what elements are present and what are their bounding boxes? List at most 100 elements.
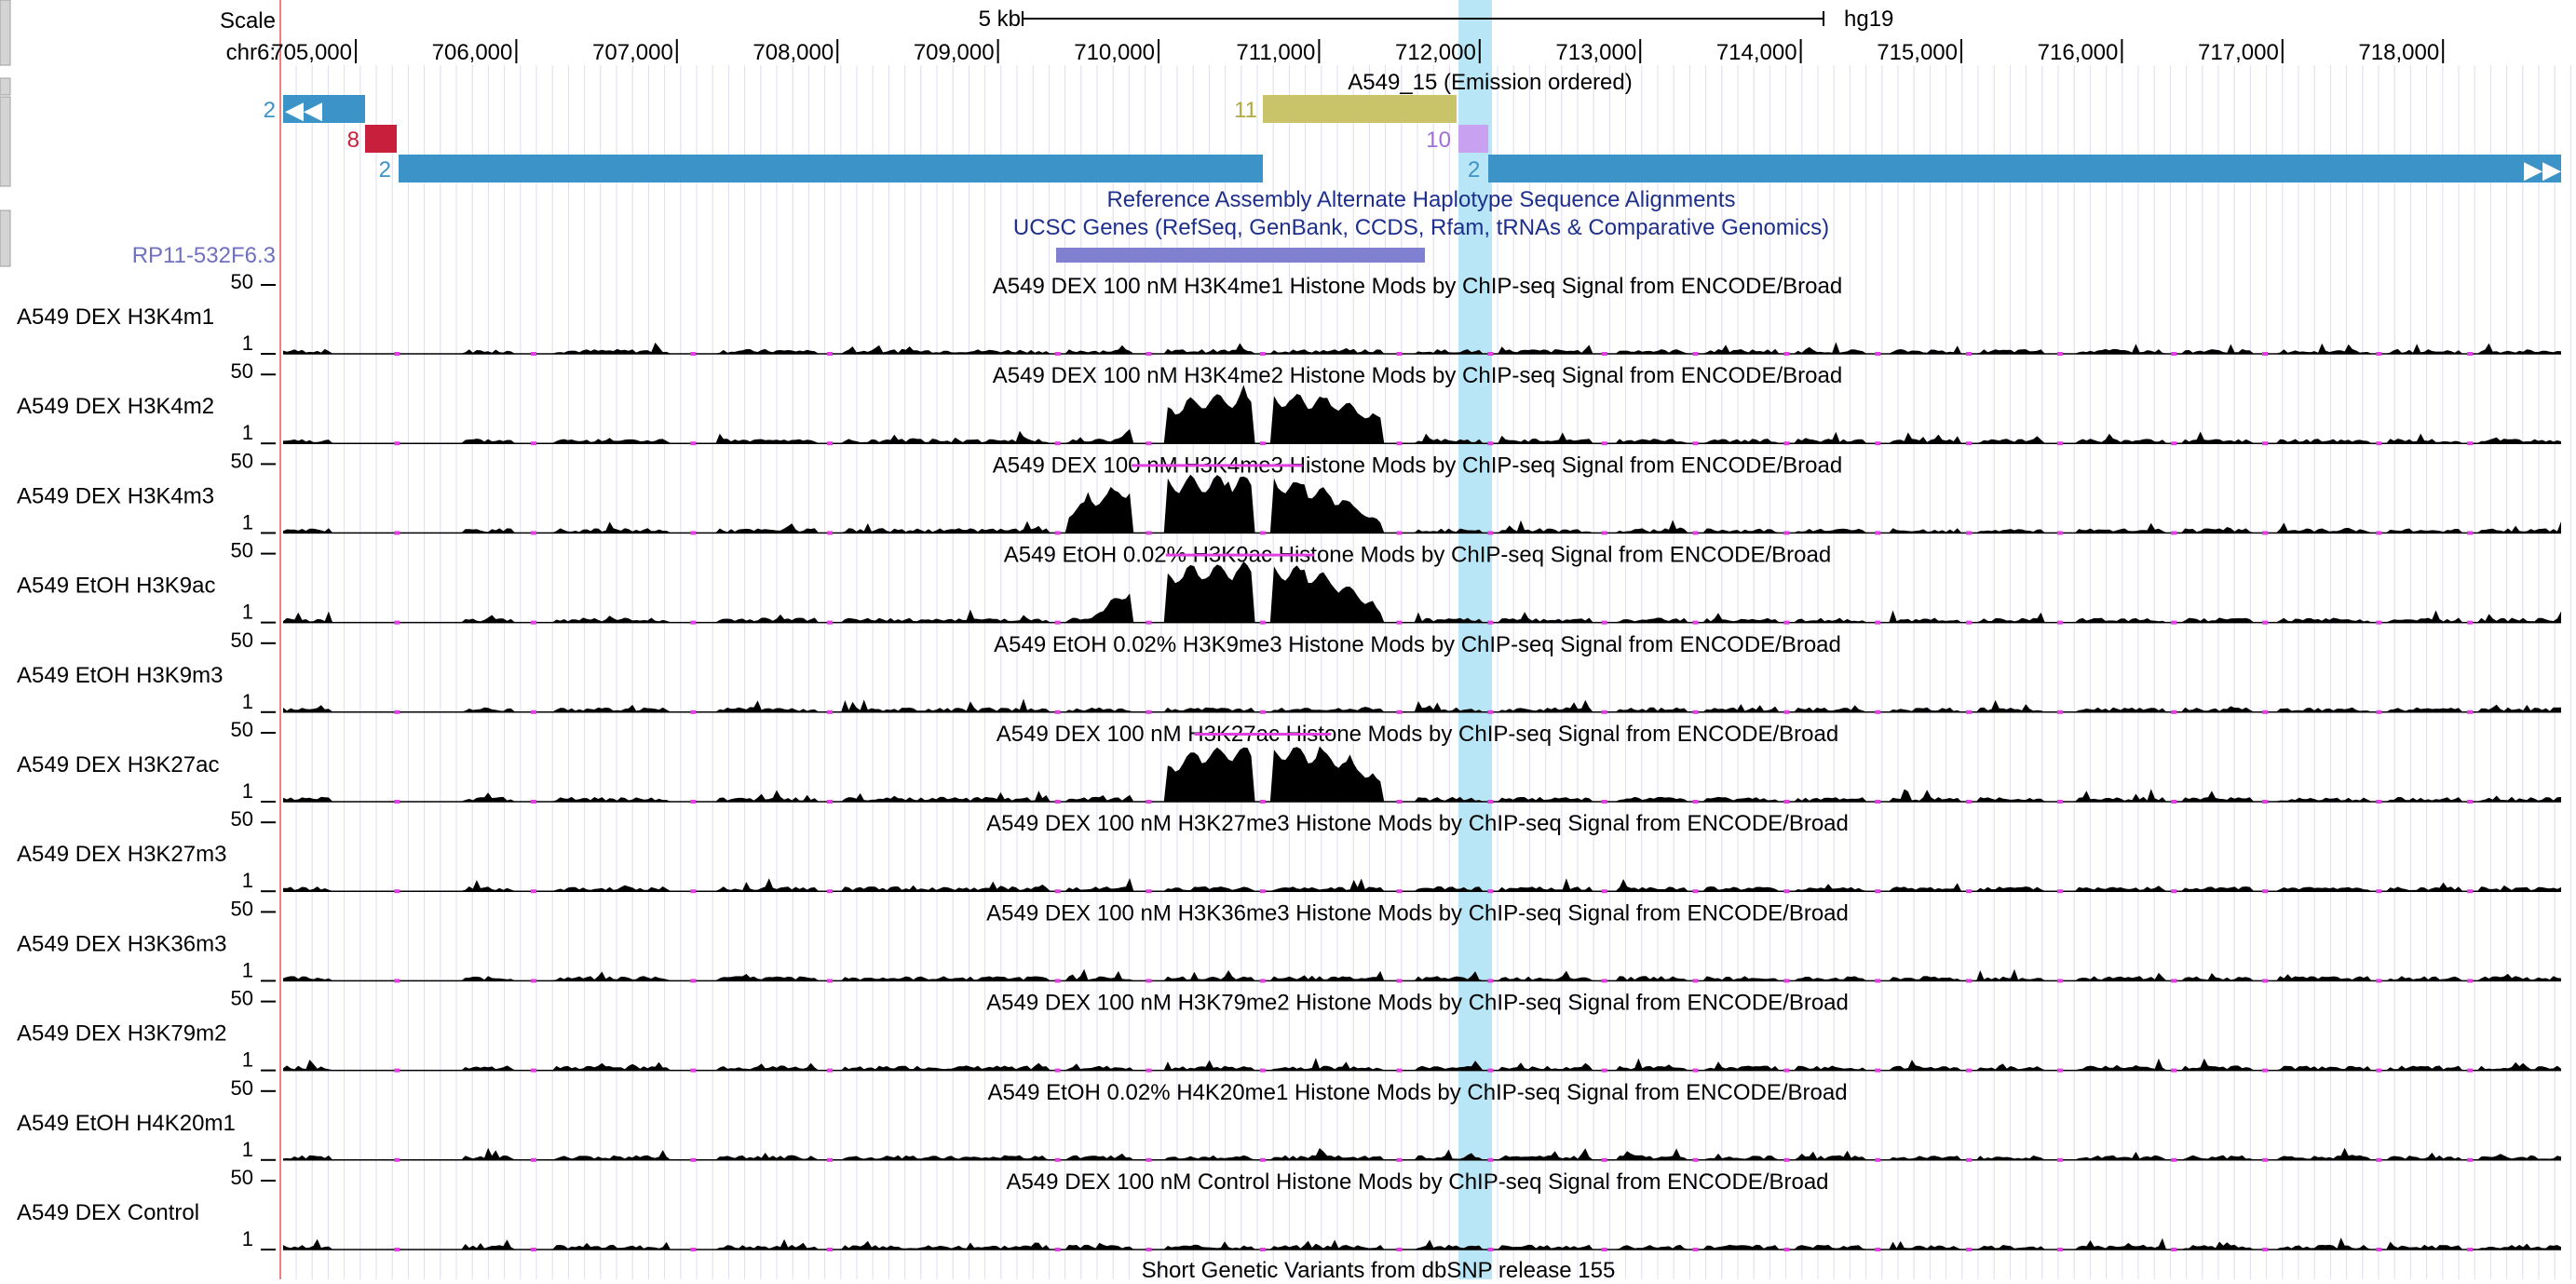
signal-gap-marker [827,1248,834,1251]
side-button-chromhmm[interactable] [0,77,11,96]
signal-gap-marker [1054,620,1061,625]
signal-gap-marker [1783,800,1790,804]
signal-gap-marker [827,800,834,804]
signal-gap-marker [1396,1248,1403,1251]
signal-gap-marker [2262,1248,2269,1251]
signal-gap-marker [2056,352,2063,356]
signal-track: A549 DEX 100 nM H3K79me2 Histone Mods by… [17,987,2561,1073]
signal-gap-marker [394,441,400,446]
signal-gap-marker [2376,1248,2382,1251]
signal-area [283,342,2561,354]
signal-track-label[interactable]: A549 DEX H3K27ac [17,752,219,777]
alt-haplotype-label-right: 2 [1468,157,1480,182]
side-button-alt-haplotype[interactable] [0,96,11,187]
signal-gap-marker [1396,531,1403,535]
signal-track-label[interactable]: A549 DEX H3K4m1 [17,304,214,330]
signal-track-min: 1 [242,331,253,355]
signal-gap-marker [1783,620,1790,625]
signal-gap-marker [1396,1157,1403,1162]
signal-gap-marker [1146,800,1152,804]
side-button-ruler[interactable] [0,0,11,66]
chromhmm-state-11-block[interactable] [1263,95,1457,123]
signal-track-label[interactable]: A549 DEX H3K4m2 [17,394,214,419]
signal-tracks: A549 DEX 100 nM H3K4me1 Histone Mods by … [17,270,2561,1251]
signal-gap-marker [2467,1068,2474,1073]
signal-track-title: A549 DEX 100 nM H3K4me2 Histone Mods by … [993,363,1842,388]
gene-block[interactable] [1056,248,1425,263]
signal-track-label[interactable]: A549 DEX H3K79m2 [17,1021,226,1047]
signal-gap-marker [2467,1157,2474,1162]
signal-gap-marker [394,1248,400,1251]
signal-gap-marker [2376,710,2382,714]
signal-track-max: 50 [231,539,253,562]
signal-track-label[interactable]: A549 DEX Control [17,1200,199,1225]
signal-gap-marker [1487,352,1494,356]
signal-gap-marker [2467,710,2474,714]
signal-track-label[interactable]: A549 DEX H3K27m3 [17,842,226,867]
signal-gap-marker [1601,710,1607,714]
signal-track-label[interactable]: A549 EtOH H3K9m3 [17,663,223,688]
signal-clip-marker [1194,733,1332,736]
signal-track-max: 50 [231,1166,253,1189]
signal-gap-marker [531,1068,537,1073]
signal-gap-marker [2171,1248,2177,1251]
signal-gap-marker [2056,441,2063,446]
signal-gap-marker [2171,352,2177,356]
signal-gap-marker [1054,979,1061,983]
signal-gap-marker [1487,1068,1494,1073]
signal-area [283,746,2561,802]
signal-gap-marker [690,352,697,356]
signal-gap-marker [2467,352,2474,356]
signal-gap-marker [1966,441,1973,446]
signal-track-label[interactable]: A549 DEX H3K36m3 [17,931,226,956]
signal-area [283,968,2561,981]
signal-gap-marker [531,1248,537,1251]
ruler-position-label: 716,000 [2038,40,2119,65]
signal-gap-marker [1601,531,1607,535]
signal-gap-marker [1692,1248,1699,1251]
signal-gap-marker [1601,441,1607,446]
alt-haplotype-block-right[interactable] [1488,155,2561,182]
signal-gap-marker [690,1068,697,1073]
signal-gap-marker [1146,1157,1152,1162]
signal-track: A549 DEX 100 nM H3K27me3 Histone Mods by… [17,807,2561,894]
signal-gap-marker [1054,531,1061,535]
signal-track-min: 1 [242,601,253,624]
signal-gap-marker [827,1157,834,1162]
signal-track-title: A549 EtOH 0.02% H3K9me3 Histone Mods by … [994,632,1841,657]
signal-gap-marker [2171,979,2177,983]
alt-haplotype-block-left[interactable] [283,95,365,123]
signal-gap-marker [2056,889,2063,894]
signal-gap-marker [1875,1068,1881,1073]
signal-gap-marker [1146,889,1152,894]
signal-gap-marker [1875,979,1881,983]
gene-name-label[interactable]: RP11-532F6.3 [132,243,276,268]
signal-track-label[interactable]: A549 EtOH H4K20m1 [17,1111,236,1136]
signal-gap-marker [2056,979,2063,983]
signal-gap-marker [1487,441,1494,446]
signal-gap-marker [531,1157,537,1162]
chromhmm-title: A549_15 (Emission ordered) [1348,70,1633,95]
signal-gap-marker [1054,1157,1061,1162]
signal-track-max: 50 [231,987,253,1010]
alt-haplotype-block-middle[interactable] [399,155,1263,182]
signal-track-label[interactable]: A549 DEX H3K4m3 [17,483,214,508]
signal-gap-marker [2376,352,2382,356]
signal-gap-marker [2262,441,2269,446]
signal-gap-marker [2262,889,2269,894]
signal-gap-marker [1692,979,1699,983]
signal-track-label[interactable]: A549 EtOH H3K9ac [17,574,215,599]
chromhmm-state-10-block[interactable] [1458,125,1488,153]
signal-gap-marker [394,979,400,983]
signal-gap-marker [1146,441,1152,446]
signal-track-title: A549 DEX 100 nM H3K27ac Histone Mods by … [997,722,1838,747]
side-button-ucsc-genes[interactable] [0,209,11,267]
signal-gap-marker [827,710,834,714]
signal-gap-marker [690,889,697,894]
signal-gap-marker [531,710,537,714]
alt-haplotype-block-red[interactable] [365,125,397,153]
signal-gap-marker [1396,979,1403,983]
signal-gap-marker [2467,441,2474,446]
signal-gap-marker [531,620,537,625]
